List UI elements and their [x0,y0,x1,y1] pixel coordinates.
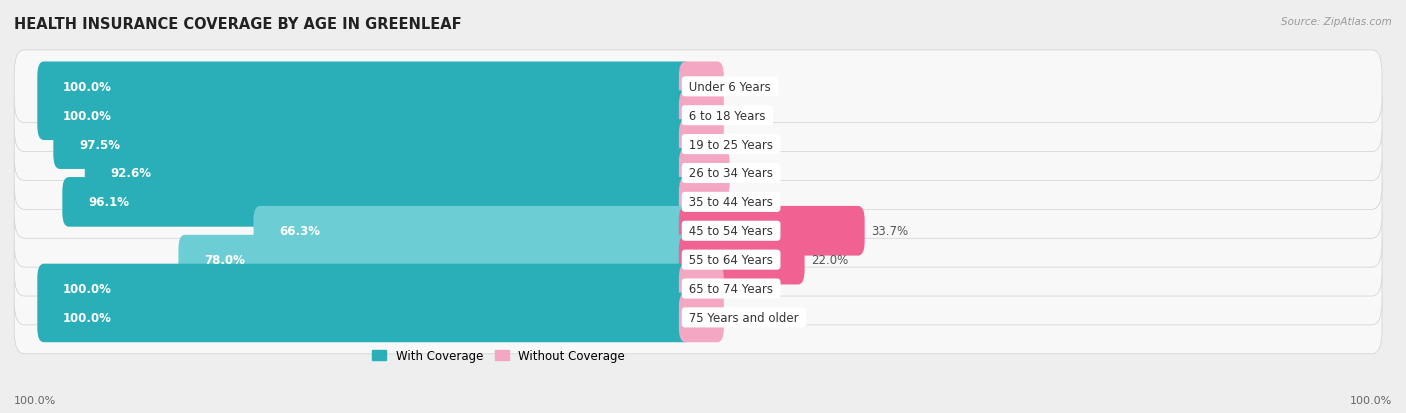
Text: 0.0%: 0.0% [730,311,759,324]
FancyBboxPatch shape [62,178,692,227]
Text: 100.0%: 100.0% [63,311,112,324]
Text: 0.0%: 0.0% [730,81,759,94]
Text: 75 Years and older: 75 Years and older [685,311,803,324]
FancyBboxPatch shape [38,91,692,141]
Text: 26 to 34 Years: 26 to 34 Years [685,167,778,180]
FancyBboxPatch shape [38,62,692,112]
FancyBboxPatch shape [679,120,724,169]
Text: 33.7%: 33.7% [872,225,908,237]
Text: 78.0%: 78.0% [204,254,245,266]
Legend: With Coverage, Without Coverage: With Coverage, Without Coverage [367,345,630,367]
FancyBboxPatch shape [179,235,692,285]
Text: 92.6%: 92.6% [111,167,152,180]
FancyBboxPatch shape [14,109,1382,181]
FancyBboxPatch shape [679,235,804,285]
Text: Source: ZipAtlas.com: Source: ZipAtlas.com [1281,17,1392,26]
FancyBboxPatch shape [14,80,1382,152]
FancyBboxPatch shape [679,206,865,256]
Text: 0.0%: 0.0% [730,282,759,295]
Text: 97.5%: 97.5% [79,138,120,151]
FancyBboxPatch shape [14,224,1382,296]
Text: 0.0%: 0.0% [730,109,759,122]
FancyBboxPatch shape [14,195,1382,268]
FancyBboxPatch shape [84,149,692,198]
Text: 96.1%: 96.1% [89,196,129,209]
Text: 22.0%: 22.0% [811,254,848,266]
Text: 55 to 64 Years: 55 to 64 Years [685,254,778,266]
Text: 19 to 25 Years: 19 to 25 Years [685,138,778,151]
Text: 100.0%: 100.0% [14,395,56,405]
Text: 65 to 74 Years: 65 to 74 Years [685,282,778,295]
FancyBboxPatch shape [14,252,1382,325]
Text: 100.0%: 100.0% [63,81,112,94]
FancyBboxPatch shape [679,62,724,112]
Text: 2.5%: 2.5% [730,138,759,151]
Text: 66.3%: 66.3% [280,225,321,237]
Text: 100.0%: 100.0% [63,109,112,122]
Text: 100.0%: 100.0% [63,282,112,295]
Text: 45 to 54 Years: 45 to 54 Years [685,225,778,237]
Text: 7.4%: 7.4% [737,167,766,180]
FancyBboxPatch shape [14,281,1382,354]
FancyBboxPatch shape [14,51,1382,123]
FancyBboxPatch shape [679,264,724,313]
FancyBboxPatch shape [14,137,1382,210]
FancyBboxPatch shape [679,149,730,198]
Text: 100.0%: 100.0% [1350,395,1392,405]
FancyBboxPatch shape [14,166,1382,239]
FancyBboxPatch shape [679,91,724,141]
FancyBboxPatch shape [679,178,724,227]
FancyBboxPatch shape [253,206,692,256]
FancyBboxPatch shape [679,293,724,342]
FancyBboxPatch shape [38,264,692,313]
Text: 35 to 44 Years: 35 to 44 Years [685,196,778,209]
Text: 6 to 18 Years: 6 to 18 Years [685,109,769,122]
Text: Under 6 Years: Under 6 Years [685,81,775,94]
Text: 3.9%: 3.9% [730,196,759,209]
Text: HEALTH INSURANCE COVERAGE BY AGE IN GREENLEAF: HEALTH INSURANCE COVERAGE BY AGE IN GREE… [14,17,461,31]
FancyBboxPatch shape [38,293,692,342]
FancyBboxPatch shape [53,120,692,169]
